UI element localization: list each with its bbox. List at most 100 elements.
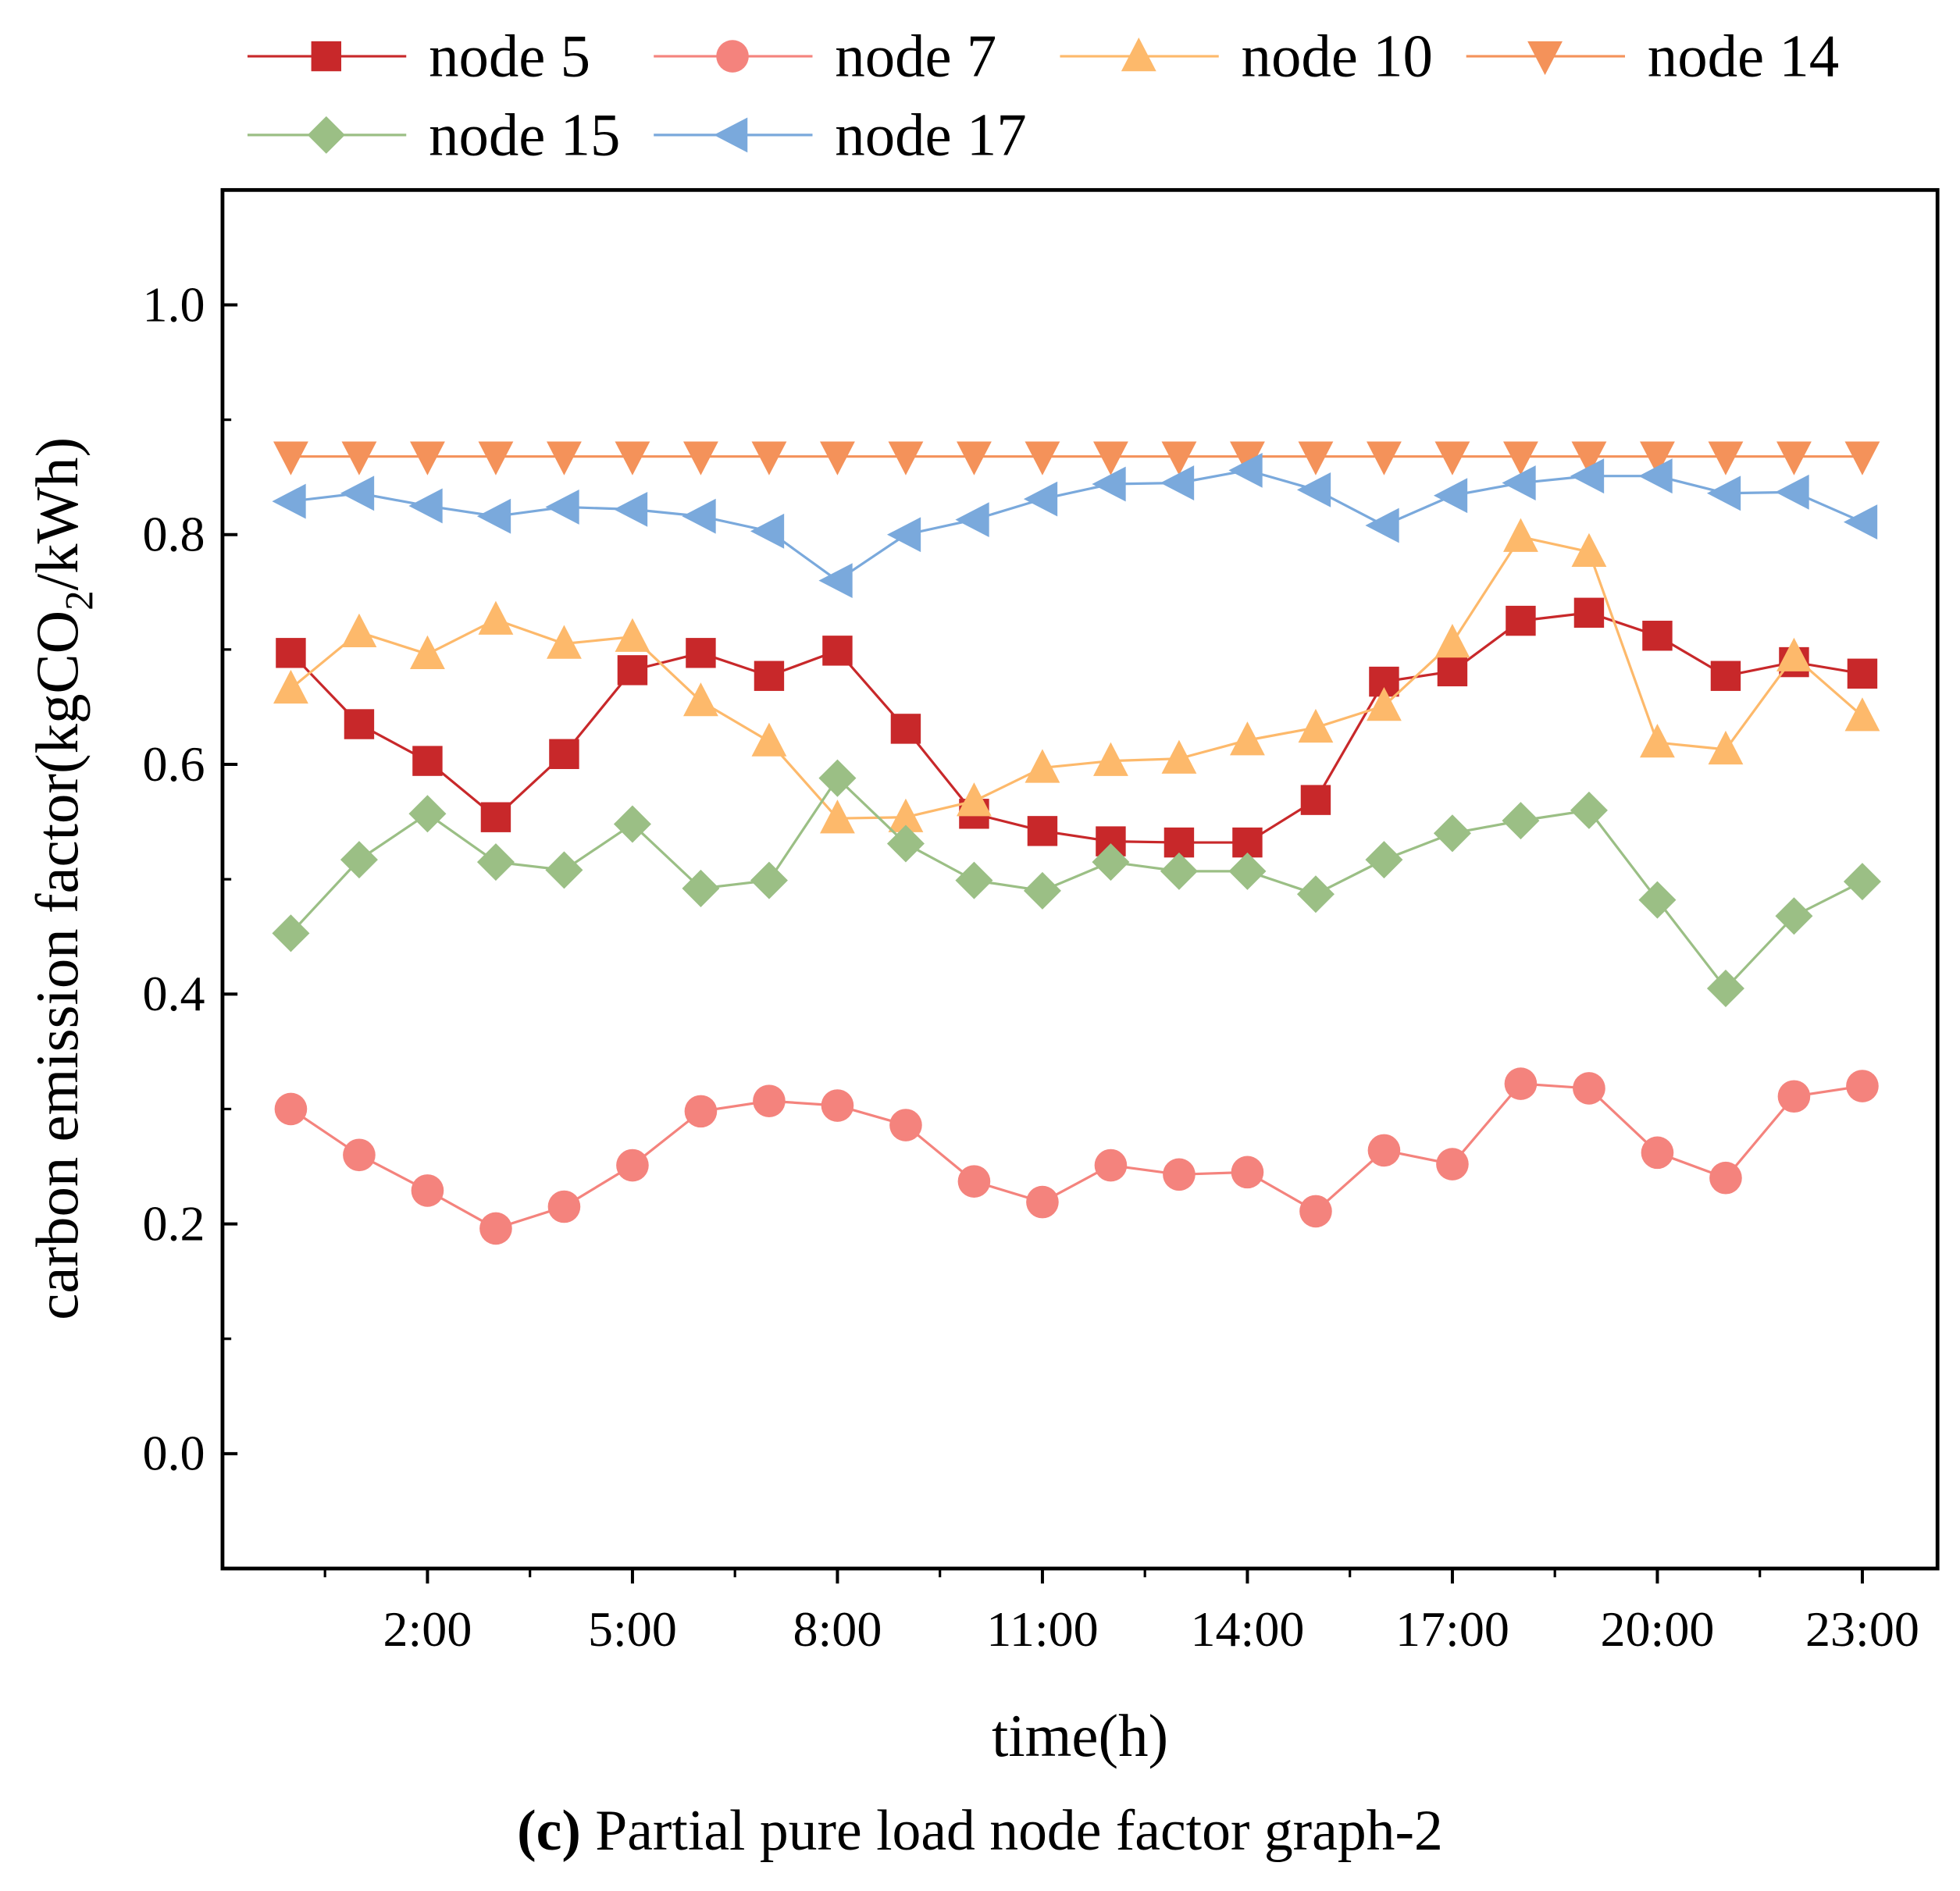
- data-point-node-7: [753, 1084, 786, 1117]
- data-point-node-14: [751, 441, 787, 475]
- caption-label: (c): [517, 1798, 581, 1862]
- data-point-node-14: [1503, 441, 1538, 475]
- series-line-node-15: [290, 776, 1863, 991]
- y-axis-label: carbon emission factor(kgCO2/kWh): [24, 437, 102, 1320]
- legend-label: node 7: [835, 23, 996, 90]
- data-point-node-10: [341, 613, 377, 648]
- legend-item-node-10: node 10: [1060, 23, 1433, 90]
- data-point-node-10: [1776, 637, 1812, 671]
- data-point-node-14: [273, 441, 308, 475]
- data-point-node-17: [1706, 475, 1741, 511]
- caption-text: Partial pure load node factor graph-2: [581, 1798, 1443, 1862]
- legend-item-node-15: node 15: [247, 102, 620, 169]
- data-point-node-17: [750, 513, 785, 549]
- data-point-node-7: [1299, 1195, 1332, 1228]
- y-axis-label-sub: 2: [57, 590, 102, 611]
- data-point-node-14: [410, 441, 445, 475]
- data-point-node-5: [1027, 816, 1058, 846]
- data-point-node-17: [272, 483, 306, 519]
- data-point-node-7: [1094, 1148, 1128, 1182]
- legend-item-node-7: node 7: [654, 23, 996, 90]
- data-point-node-15: [272, 914, 310, 953]
- data-point-node-5: [1847, 658, 1878, 689]
- data-point-node-17: [340, 475, 375, 511]
- data-point-node-7: [821, 1089, 854, 1122]
- data-point-node-15: [886, 824, 925, 863]
- data-point-node-15: [476, 843, 515, 881]
- x-tick-label: 5:00: [588, 1601, 677, 1657]
- series-line-node-5: [290, 611, 1863, 844]
- figure-caption: (c) Partial pure load node factor graph-…: [517, 1798, 1443, 1862]
- y-tick-label: 0.8: [142, 507, 205, 562]
- data-point-node-10: [1434, 624, 1470, 658]
- data-point-node-15: [955, 861, 993, 899]
- data-point-node-14: [1434, 441, 1470, 475]
- data-point-node-10: [751, 722, 787, 757]
- legend-marker: [307, 116, 345, 154]
- data-point-node-14: [820, 441, 855, 475]
- series-line-node-7: [290, 1082, 1863, 1230]
- series-node-17: [272, 452, 1878, 599]
- data-point-node-10: [1161, 739, 1197, 774]
- data-point-node-5: [549, 739, 579, 769]
- data-point-node-17: [476, 498, 511, 534]
- data-point-node-17: [1570, 458, 1605, 494]
- data-point-node-15: [1775, 897, 1813, 935]
- data-point-node-5: [1437, 656, 1468, 687]
- legend-label: node 10: [1242, 23, 1433, 90]
- x-tick-label: 23:00: [1805, 1601, 1919, 1657]
- data-point-node-10: [1708, 730, 1744, 765]
- plot-area: [272, 441, 1881, 1245]
- data-point-node-15: [1570, 791, 1608, 829]
- data-point-node-15: [1843, 863, 1881, 901]
- data-point-node-14: [1571, 441, 1607, 475]
- data-point-node-7: [616, 1148, 649, 1182]
- data-point-node-7: [889, 1109, 922, 1141]
- data-point-node-15: [1228, 852, 1267, 890]
- data-point-node-7: [1641, 1136, 1674, 1170]
- data-point-node-14: [1640, 441, 1675, 475]
- series-node-5: [276, 597, 1878, 858]
- data-point-node-17: [1365, 507, 1399, 543]
- y-tick-label: 0.4: [142, 966, 205, 1021]
- data-point-node-17: [1160, 465, 1195, 500]
- data-point-node-7: [1163, 1158, 1196, 1191]
- data-point-node-10: [957, 782, 992, 817]
- x-tick-label: 17:00: [1395, 1601, 1509, 1657]
- data-point-node-17: [1775, 474, 1809, 510]
- legend-marker: [1121, 37, 1156, 72]
- plot-frame: [220, 187, 1940, 1571]
- data-point-node-7: [684, 1095, 718, 1128]
- data-point-node-7: [1846, 1070, 1879, 1102]
- data-point-node-7: [274, 1092, 308, 1126]
- data-point-node-15: [750, 861, 788, 899]
- legend-marker: [1527, 41, 1563, 76]
- data-point-node-15: [1638, 881, 1677, 919]
- data-point-node-17: [955, 502, 989, 538]
- data-point-node-14: [547, 441, 582, 475]
- data-point-node-10: [410, 635, 445, 669]
- y-tick-label: 1.0: [142, 276, 205, 332]
- data-point-node-17: [886, 517, 921, 553]
- data-point-node-17: [408, 488, 443, 524]
- legend-label: node 15: [429, 102, 620, 169]
- data-point-node-7: [1504, 1067, 1538, 1100]
- series-line-node-10: [290, 535, 1863, 820]
- x-tick-label: 14:00: [1191, 1601, 1305, 1657]
- data-point-node-17: [1228, 452, 1263, 488]
- data-point-node-15: [1160, 852, 1198, 890]
- data-point-node-17: [818, 563, 853, 599]
- data-point-node-17: [1092, 466, 1126, 502]
- data-point-node-10: [547, 625, 582, 659]
- legend-label: node 5: [429, 23, 590, 90]
- data-point-node-10: [1367, 686, 1402, 721]
- series-line-node-17: [290, 468, 1863, 582]
- data-point-node-15: [1502, 802, 1540, 840]
- data-point-node-10: [1640, 724, 1675, 758]
- data-point-node-14: [1298, 441, 1334, 475]
- data-point-node-15: [818, 759, 857, 797]
- data-point-node-15: [1706, 969, 1744, 1007]
- data-point-node-5: [1506, 605, 1536, 636]
- data-point-node-10: [1844, 697, 1880, 732]
